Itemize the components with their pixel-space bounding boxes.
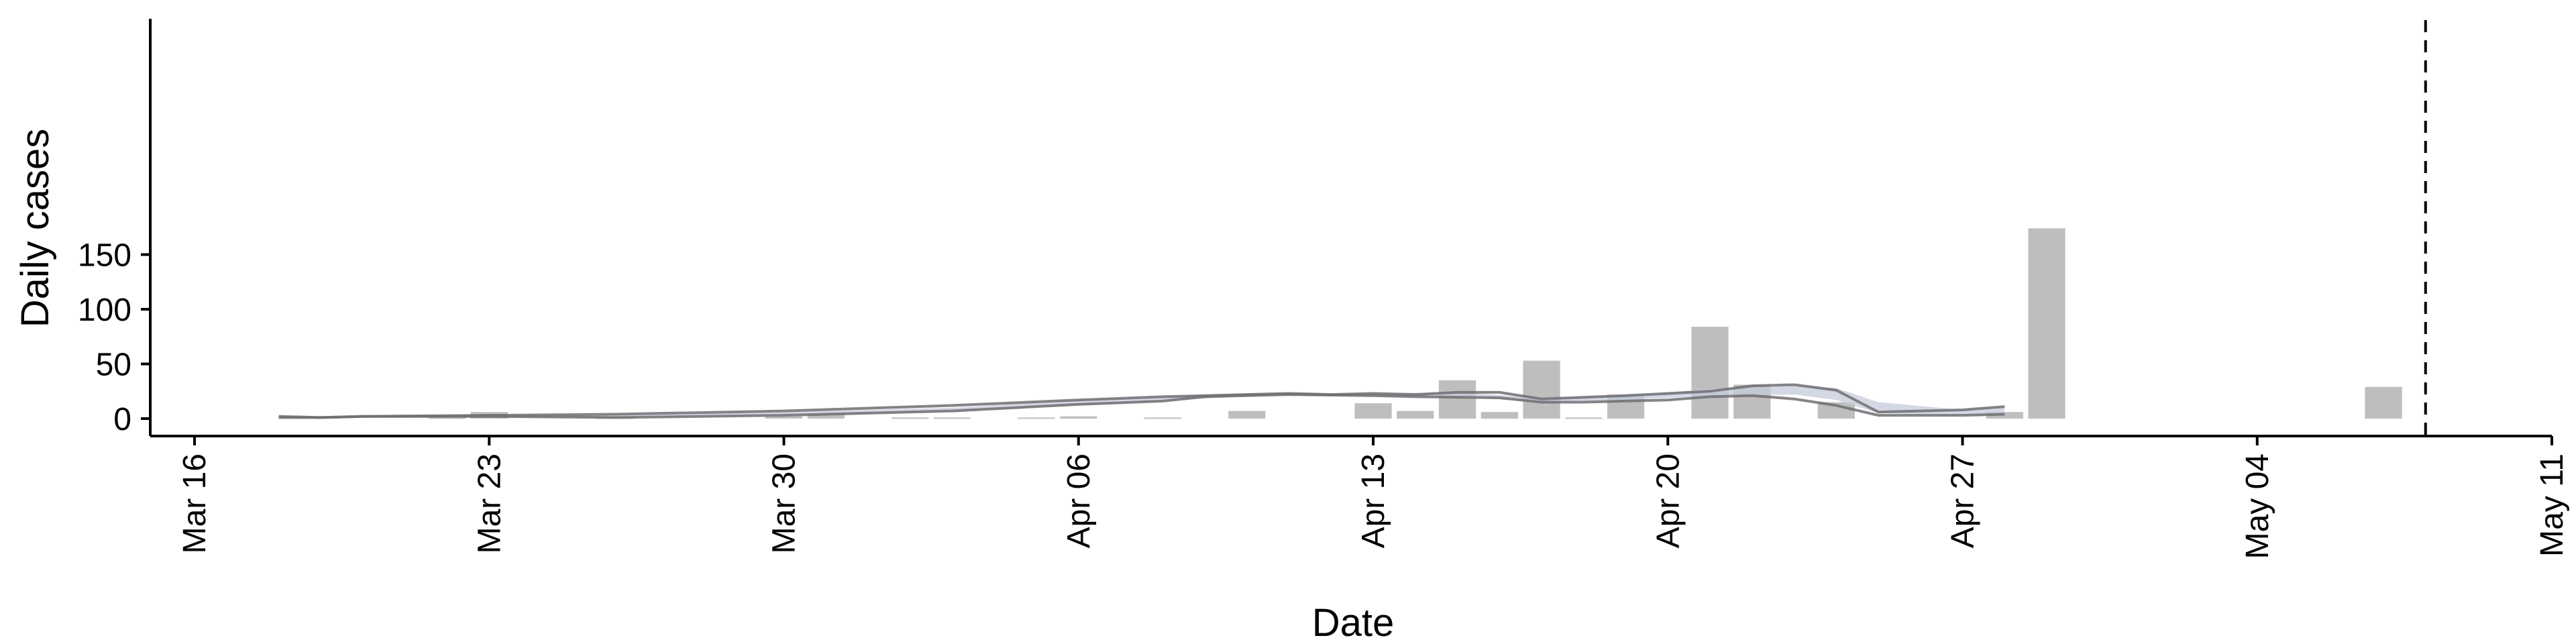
series-line	[278, 383, 2005, 419]
y-ticks: 0 50 100 150	[78, 238, 150, 437]
bar	[1523, 360, 1560, 419]
bar	[1438, 380, 1477, 419]
bar	[2365, 386, 2402, 419]
y-tick-label: 0	[113, 402, 131, 437]
bar	[892, 417, 929, 419]
bar	[1354, 403, 1392, 419]
x-axis-title: Date	[1312, 601, 1395, 644]
bar	[1565, 417, 1603, 419]
bar	[1018, 417, 1055, 419]
x-tick-label: May 11	[2534, 453, 2570, 557]
bar	[1481, 412, 1518, 419]
x-tick-label: Apr 20	[1650, 453, 1686, 548]
x-tick-label: Mar 23	[472, 453, 507, 553]
x-tick-label: Mar 30	[767, 453, 802, 553]
bar	[807, 413, 845, 419]
bar	[428, 417, 466, 419]
bar	[1228, 411, 1266, 419]
lines-layer	[278, 383, 2005, 419]
x-ticks: Mar 16 Mar 23 Mar 30 Apr 06 Apr 13 Apr 20 Apr …	[177, 436, 2570, 559]
y-tick-label: 150	[78, 238, 131, 274]
y-axis-title: Daily cases	[13, 129, 57, 328]
y-tick-label: 100	[78, 292, 131, 328]
x-tick-label: Apr 06	[1061, 453, 1097, 548]
y-tick-label: 50	[96, 347, 131, 383]
bar	[933, 417, 971, 419]
axes-layer	[149, 19, 2552, 437]
x-tick-label: May 04	[2240, 453, 2275, 559]
x-tick-label: Mar 16	[177, 453, 213, 553]
bar	[1144, 417, 1181, 419]
bar	[2028, 228, 2065, 419]
x-tick-label: Apr 27	[1945, 453, 1981, 548]
bar	[1060, 416, 1097, 419]
bar	[765, 416, 803, 419]
series-line	[278, 393, 2005, 419]
bars-layer	[428, 228, 2402, 419]
bar	[1691, 327, 1729, 419]
bar	[1397, 411, 1434, 419]
x-tick-label: Apr 13	[1356, 453, 1391, 548]
